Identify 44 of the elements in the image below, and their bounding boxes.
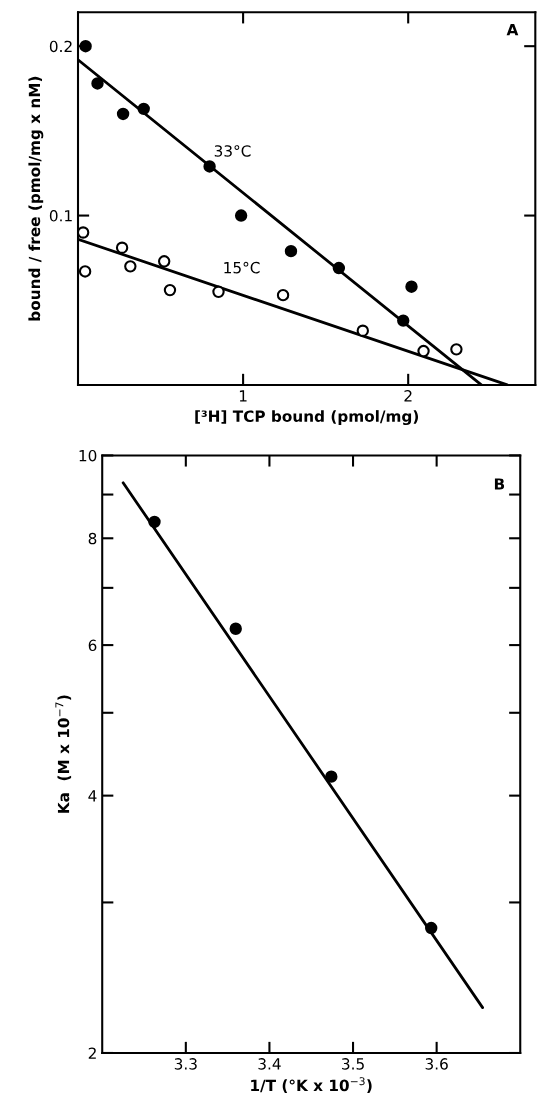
point xyxy=(405,280,418,293)
point xyxy=(124,260,137,273)
series-label: 15°C xyxy=(224,261,260,274)
y-tick-label: 8 xyxy=(88,532,97,545)
point xyxy=(234,209,248,222)
point xyxy=(229,622,242,635)
point xyxy=(137,102,150,116)
series-label: 33°C xyxy=(214,145,251,157)
point xyxy=(212,285,225,298)
point xyxy=(425,921,438,935)
annotation: A xyxy=(506,24,519,36)
point xyxy=(115,241,129,254)
point xyxy=(397,314,410,327)
y-tick-label: 10 xyxy=(79,449,97,462)
y-tick-label: 0.2 xyxy=(49,40,72,53)
x-axis-title: 1/T (°K x 10$^{−3}$) xyxy=(251,1077,372,1093)
y-tick-label: 4 xyxy=(88,790,97,802)
point xyxy=(78,265,92,278)
point xyxy=(325,770,338,783)
point xyxy=(284,244,298,258)
x-tick-label: 1 xyxy=(239,390,247,402)
x-tick-label: 3.3 xyxy=(174,1058,197,1070)
point xyxy=(332,261,346,275)
point xyxy=(356,324,369,337)
point xyxy=(276,288,290,302)
x-axis-title: [³H] TCP bound (pmol/mg) xyxy=(195,410,419,426)
x-tick-label: 3.4 xyxy=(258,1058,281,1070)
point xyxy=(203,160,216,173)
point xyxy=(450,343,463,356)
annotation: B xyxy=(494,478,505,490)
x-tick-label: 3.5 xyxy=(342,1058,364,1070)
point xyxy=(148,515,161,529)
y-axis-title: Ka (M x 10$^{−7}$) xyxy=(55,695,72,813)
y-axis-title: bound / free (pmol/mg x nM) xyxy=(28,76,44,321)
point xyxy=(158,255,171,268)
point xyxy=(116,107,130,121)
point xyxy=(91,77,104,90)
x-tick-label: 3.6 xyxy=(425,1058,448,1070)
point xyxy=(163,283,177,297)
point xyxy=(417,344,430,358)
y-tick-label: 2 xyxy=(88,1047,96,1059)
y-tick-label: 0.1 xyxy=(49,210,72,222)
y-tick-label: 6 xyxy=(88,639,97,652)
point xyxy=(79,39,92,53)
